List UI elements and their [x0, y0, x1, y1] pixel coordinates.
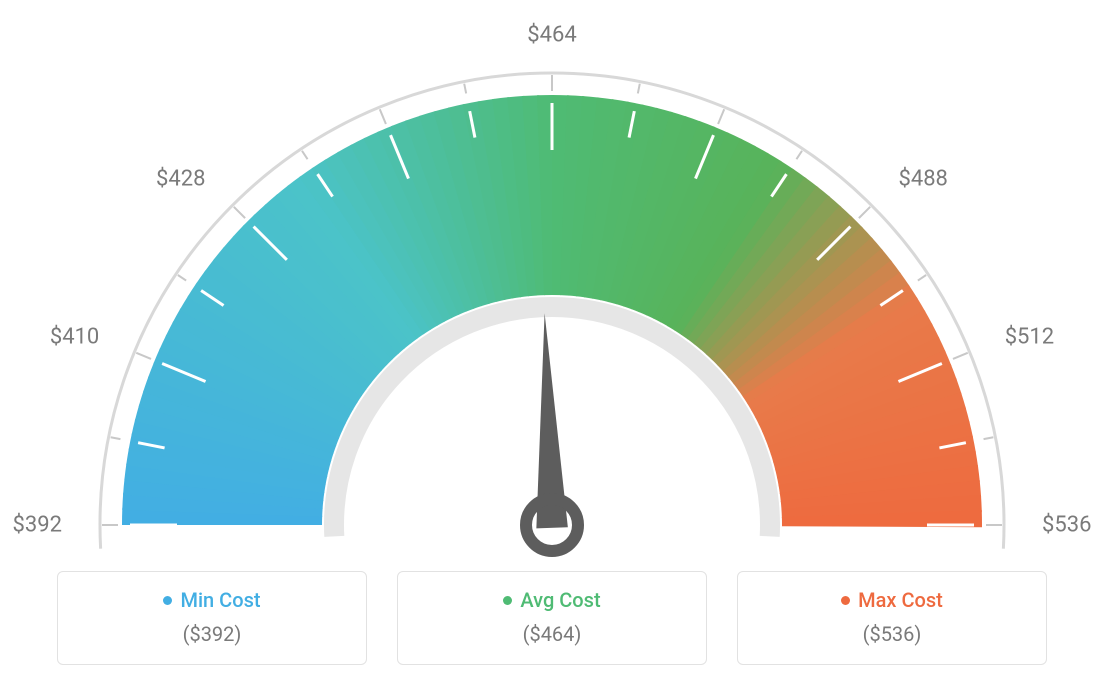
legend-value: ($392) — [78, 622, 346, 646]
gauge-tick-label: $512 — [1005, 325, 1054, 350]
dot-icon — [841, 596, 850, 605]
gauge-chart: $392 $410 $428 $464 $488 $512 $536 — [0, 0, 1104, 560]
legend-title-max: Max Cost — [841, 588, 943, 612]
legend-row: Min Cost ($392) Avg Cost ($464) Max Cost… — [0, 571, 1104, 665]
legend-label: Max Cost — [858, 588, 943, 612]
legend-value: ($536) — [758, 622, 1026, 646]
legend-card-avg: Avg Cost ($464) — [397, 571, 707, 665]
gauge-svg — [52, 30, 1052, 570]
legend-card-min: Min Cost ($392) — [57, 571, 367, 665]
gauge-tick-label: $428 — [156, 166, 205, 191]
gauge-tick-label: $410 — [50, 325, 99, 350]
gauge-tick-label: $536 — [1042, 513, 1091, 538]
legend-title-avg: Avg Cost — [503, 588, 600, 612]
legend-label: Min Cost — [180, 588, 260, 612]
gauge-tick-label: $488 — [898, 166, 947, 191]
dot-icon — [163, 596, 172, 605]
legend-card-max: Max Cost ($536) — [737, 571, 1047, 665]
gauge-tick-label: $392 — [13, 513, 62, 538]
legend-label: Avg Cost — [520, 588, 600, 612]
gauge-tick-label: $464 — [527, 23, 576, 48]
legend-title-min: Min Cost — [163, 588, 260, 612]
dot-icon — [503, 596, 512, 605]
legend-value: ($464) — [418, 622, 686, 646]
